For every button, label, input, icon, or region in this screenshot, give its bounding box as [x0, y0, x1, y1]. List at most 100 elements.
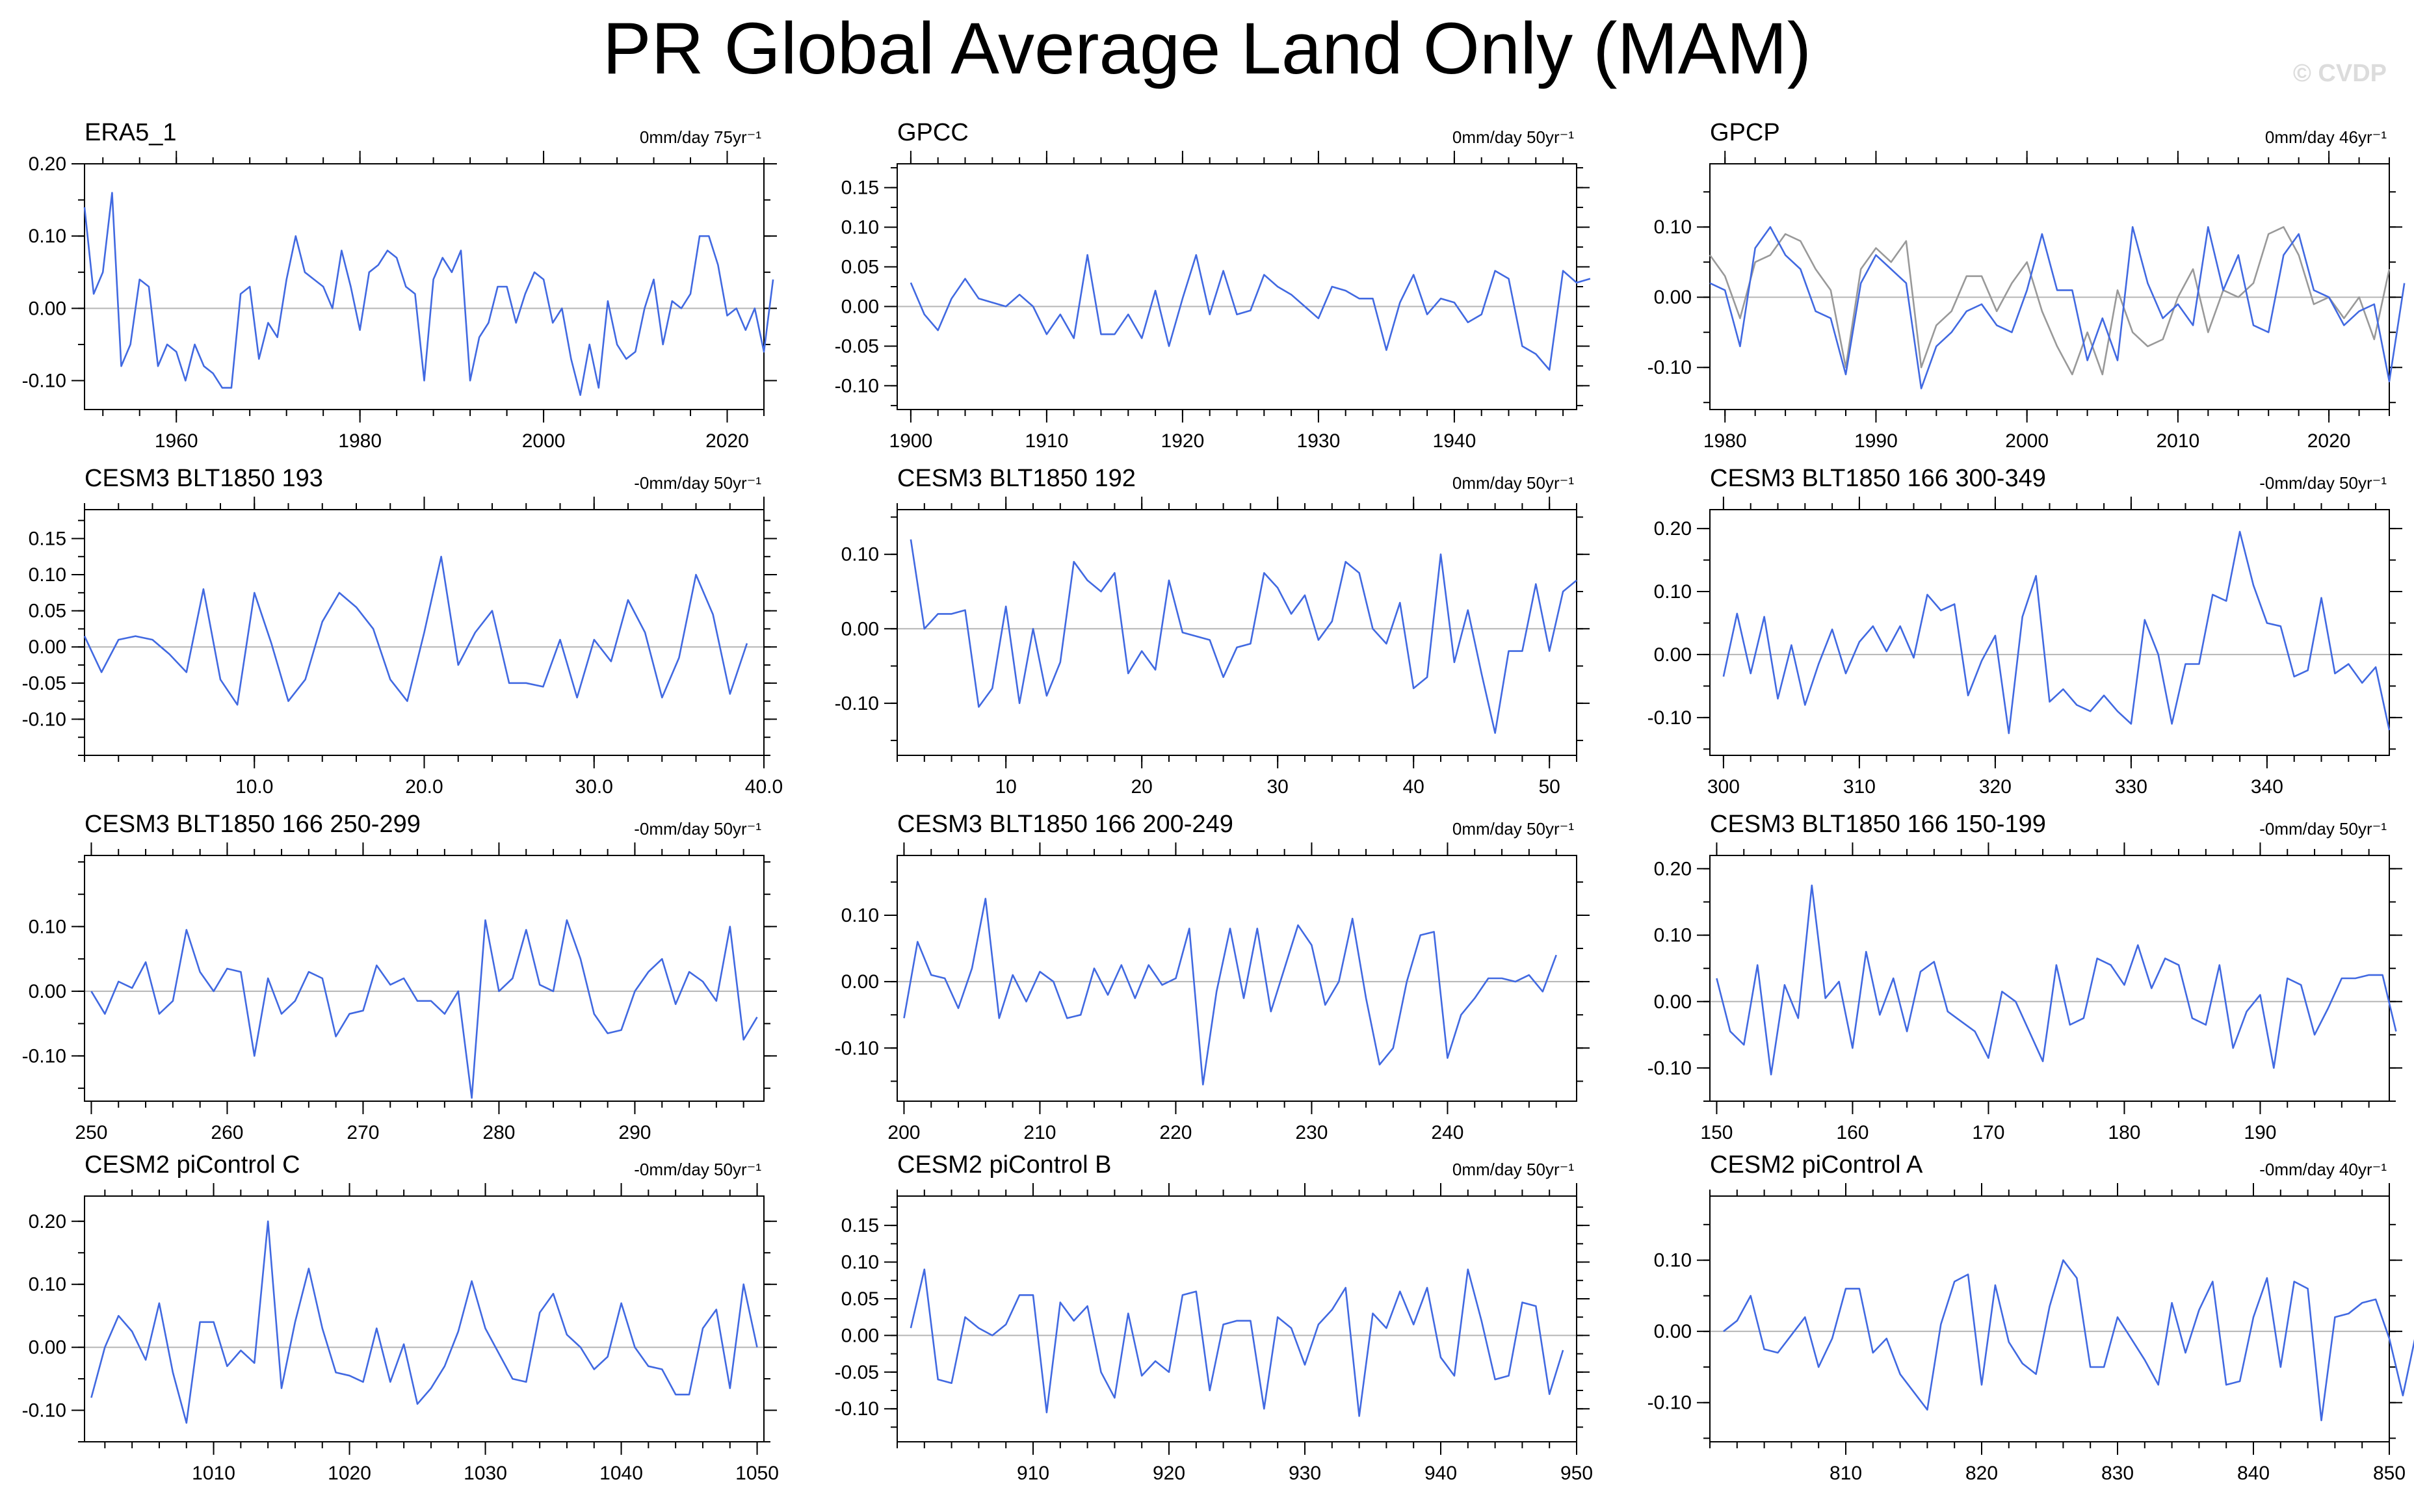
y-tick-label: 0.05 [29, 601, 66, 622]
y-tick-label: 0.00 [841, 618, 879, 640]
panel-title: CESM3 BLT1850 166 300-349 [1710, 465, 2046, 492]
x-tick-label: 50 [1539, 776, 1560, 798]
x-tick-label: 1940 [1433, 430, 1476, 452]
panel-title: CESM3 BLT1850 166 200-249 [897, 811, 1233, 838]
y-tick-label: -0.10 [22, 709, 66, 730]
panel-3: GPCP 0mm/day 46yr⁻¹ 1980 1990 2000 2010 2020 -0… [1647, 119, 2406, 452]
x-tick-label: 280 [482, 1122, 515, 1143]
series-line-1 [1723, 1259, 2414, 1422]
y-tick-label: 0.10 [29, 564, 66, 586]
x-tick-label: 1030 [464, 1463, 507, 1484]
y-tick-label: 0.10 [841, 1252, 879, 1273]
x-tick-label: 2020 [2307, 430, 2351, 452]
x-tick-label: 1910 [1025, 430, 1069, 452]
x-tick-label: 40 [1403, 776, 1424, 798]
y-tick-label: 0.05 [841, 257, 879, 278]
x-tick-label: 950 [1560, 1463, 1593, 1484]
y-tick-label: 0.10 [29, 1274, 66, 1296]
x-tick-label: 1990 [1854, 430, 1898, 452]
x-tick-label: 1930 [1297, 430, 1341, 452]
x-tick-label: 220 [1159, 1122, 1192, 1143]
x-tick-label: 2000 [522, 430, 566, 452]
x-tick-label: 830 [2101, 1463, 2134, 1484]
y-tick-label: -0.05 [22, 673, 66, 694]
panel-12: CESM2 piControl A -0mm/day 40yr⁻¹ 810 820 83… [1647, 1151, 2414, 1484]
x-tick-label: 170 [1972, 1122, 2004, 1143]
panel-trend-stat: 0mm/day 50yr⁻¹ [1452, 1160, 1574, 1179]
series-line-1 [1722, 530, 2391, 735]
x-tick-label: 1020 [328, 1463, 371, 1484]
y-tick-label: 0.20 [29, 153, 66, 175]
y-tick-label: 0.00 [29, 298, 66, 319]
x-tick-label: 30.0 [575, 776, 613, 798]
y-tick-label: 0.00 [29, 1337, 66, 1359]
series-line-1 [903, 898, 1557, 1086]
x-tick-label: 920 [1153, 1463, 1185, 1484]
y-tick-label: 0.10 [841, 217, 879, 239]
panel-title: CESM3 BLT1850 193 [85, 465, 323, 492]
x-tick-label: 290 [618, 1122, 651, 1143]
x-tick-label: 160 [1836, 1122, 1869, 1143]
x-tick-label: 190 [2244, 1122, 2276, 1143]
series-line-1 [910, 1268, 1564, 1417]
y-tick-label: 0.00 [1654, 644, 1692, 666]
y-tick-label: -0.10 [835, 693, 879, 714]
y-tick-label: 0.00 [29, 981, 66, 1002]
x-tick-label: 1920 [1161, 430, 1205, 452]
panel-trend-stat: 0mm/day 50yr⁻¹ [1452, 127, 1574, 147]
y-tick-label: -0.10 [1647, 357, 1692, 378]
panel-trend-stat: 0mm/day 75yr⁻¹ [640, 127, 761, 147]
panel-title: CESM2 piControl B [897, 1151, 1111, 1179]
panel-2: GPCC 0mm/day 50yr⁻¹ 1900 1910 1920 1930 1940 -0… [835, 119, 1591, 452]
y-tick-label: 0.05 [841, 1288, 879, 1310]
panel-trend-stat: -0mm/day 50yr⁻¹ [634, 1160, 761, 1179]
x-tick-label: 940 [1424, 1463, 1457, 1484]
y-tick-label: 0.10 [1654, 216, 1692, 238]
panel-trend-stat: -0mm/day 40yr⁻¹ [2259, 1160, 2387, 1179]
panel-6: CESM3 BLT1850 166 300-349 -0mm/day 50yr⁻¹… [1647, 465, 2402, 798]
x-tick-label: 210 [1023, 1122, 1056, 1143]
y-tick-label: 0.10 [1654, 1250, 1692, 1271]
plot-frame [84, 855, 765, 1102]
x-tick-label: 1050 [735, 1463, 779, 1484]
x-tick-label: 2000 [2005, 430, 2049, 452]
x-tick-label: 270 [347, 1122, 379, 1143]
plot-frame [897, 1195, 1577, 1442]
panel-5: CESM3 BLT1850 192 0mm/day 50yr⁻¹ 10 20 30 40 5… [835, 465, 1590, 798]
panel-trend-stat: 0mm/day 50yr⁻¹ [1452, 473, 1574, 493]
series-line-1 [910, 254, 1591, 371]
panel-trend-stat: 0mm/day 46yr⁻¹ [2265, 127, 2387, 147]
plot-frame [84, 1195, 765, 1442]
x-tick-label: 850 [2373, 1463, 2406, 1484]
y-tick-label: 0.10 [1654, 581, 1692, 603]
y-tick-label: 0.20 [1654, 518, 1692, 540]
x-tick-label: 30 [1267, 776, 1289, 798]
x-tick-label: 260 [211, 1122, 243, 1143]
y-tick-label: 0.00 [1654, 287, 1692, 308]
x-tick-label: 1010 [192, 1463, 235, 1484]
x-tick-label: 340 [2251, 776, 2283, 798]
panel-title: GPCC [897, 119, 969, 146]
panel-8: CESM3 BLT1850 166 200-249 0mm/day 50yr⁻¹ 2… [835, 811, 1590, 1143]
panel-7: CESM3 BLT1850 166 250-299 -0mm/day 50yr⁻¹… [22, 811, 777, 1143]
x-tick-label: 910 [1017, 1463, 1049, 1484]
x-tick-label: 40.0 [745, 776, 783, 798]
plot-frame [84, 163, 765, 410]
y-tick-label: -0.10 [1647, 1058, 1692, 1079]
panel-title: CESM2 piControl C [85, 1151, 300, 1179]
x-tick-label: 1900 [889, 430, 933, 452]
x-tick-label: 200 [887, 1122, 920, 1143]
x-tick-label: 310 [1843, 776, 1876, 798]
y-tick-label: -0.10 [22, 1045, 66, 1067]
y-tick-label: -0.10 [835, 1398, 879, 1420]
y-tick-label: -0.10 [22, 371, 66, 392]
series-line-1 [90, 1220, 758, 1424]
series-line-1 [83, 192, 774, 397]
y-tick-label: 0.00 [841, 296, 879, 317]
x-tick-label: 1040 [599, 1463, 643, 1484]
plot-frame [897, 163, 1577, 410]
plot-frame [1709, 1195, 2390, 1442]
plot-frame [897, 509, 1577, 756]
x-tick-label: 150 [1700, 1122, 1733, 1143]
x-tick-label: 240 [1431, 1122, 1463, 1143]
